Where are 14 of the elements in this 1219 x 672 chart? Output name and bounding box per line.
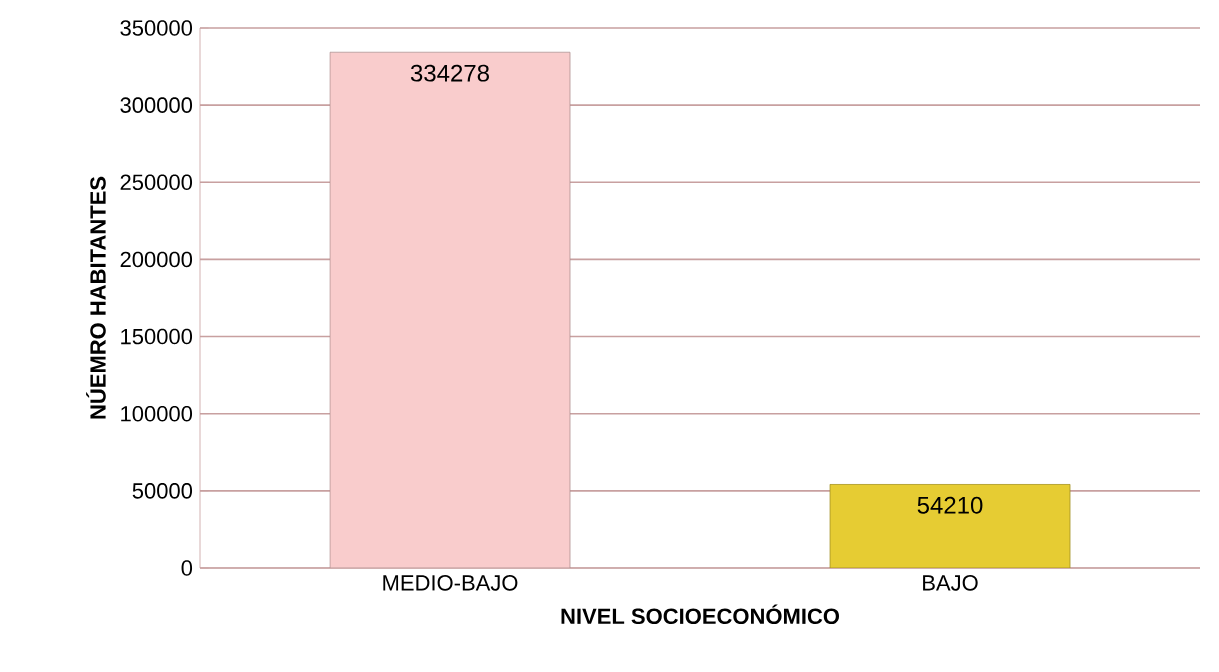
y-tick-label: 50000 (132, 483, 193, 499)
x-tick-label: BAJO (923, 575, 978, 591)
y-tick-label: 0 (181, 560, 193, 576)
y-tick-label: 150000 (121, 328, 193, 345)
y-tick-label: 100000 (121, 405, 193, 422)
x-tick-label: MEDIO-BAJO (383, 575, 518, 591)
y-tick-label: 350000 (120, 20, 193, 36)
data-label: 334278 (410, 64, 489, 82)
y-tick-label: 200000 (120, 251, 193, 268)
y-tick-label: 250000 (120, 174, 193, 191)
data-label: 54210 (917, 496, 983, 514)
y-tick-label: 300000 (120, 97, 193, 113)
x-axis-title: NIVEL SOCIOECONÓMICO (561, 604, 840, 625)
y-axis-title: NÚEMRO HABITANTES (86, 176, 106, 419)
